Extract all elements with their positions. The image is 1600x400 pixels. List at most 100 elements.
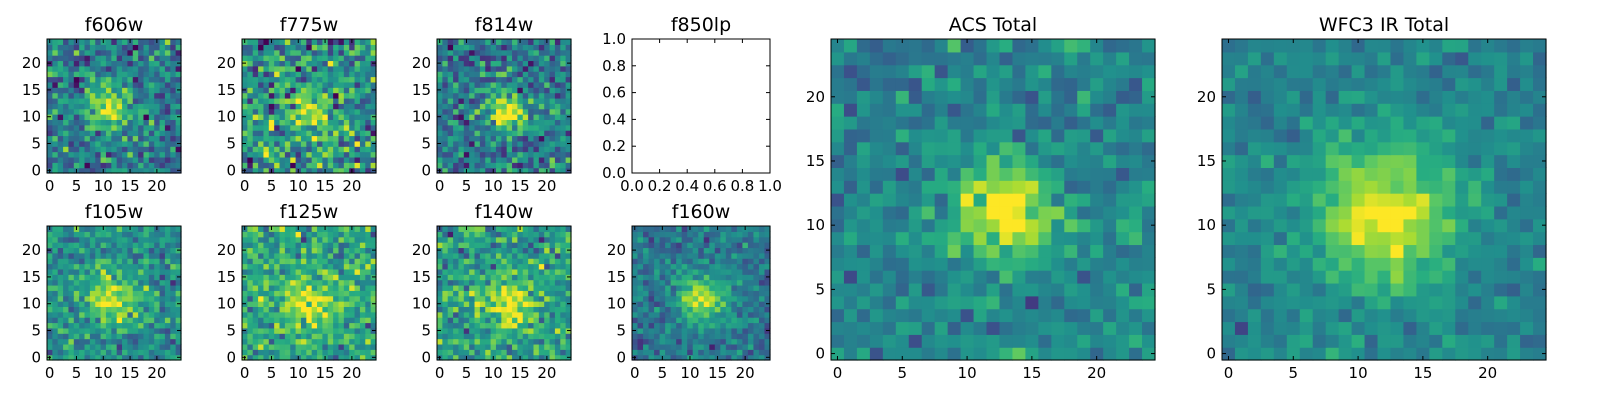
heatmap-cell [175, 236, 182, 243]
heatmap-cell [709, 301, 716, 307]
heatmap-cell [512, 130, 518, 137]
heatmap-cell [365, 343, 372, 350]
heatmap-cell [354, 76, 361, 83]
heatmap-cell [643, 236, 650, 243]
heatmap-cell [148, 135, 155, 142]
heatmap-cell [333, 354, 340, 361]
heatmap-cell [676, 327, 683, 334]
heatmap-cell [637, 231, 644, 238]
heatmap-cell [63, 87, 70, 94]
heatmap-cell [549, 140, 556, 147]
heatmap-cell [338, 295, 345, 302]
heatmap-cell [52, 242, 59, 249]
heatmap-cell [753, 284, 760, 291]
heatmap-cell [495, 284, 502, 291]
heatmap-cell [79, 252, 86, 259]
heatmap-cell [317, 87, 323, 94]
heatmap-cell [560, 327, 567, 334]
heatmap-cell [338, 236, 345, 243]
heatmap-cell [268, 81, 275, 88]
heatmap-cell [447, 44, 454, 51]
heatmap-cell [659, 284, 666, 291]
heatmap-cell [549, 81, 556, 88]
heatmap-cell [736, 333, 743, 340]
heatmap-cell [306, 167, 313, 174]
heatmap-cell [63, 92, 70, 99]
x-tick-label: 15 [121, 177, 140, 195]
heatmap-cell [143, 306, 150, 313]
heatmap-cell [463, 284, 470, 291]
heatmap-cell [538, 39, 545, 45]
heatmap-cell [154, 343, 161, 350]
heatmap-cell [89, 242, 96, 249]
heatmap-cell [681, 274, 688, 281]
heatmap-cell [127, 49, 134, 56]
heatmap-cell [89, 44, 96, 51]
heatmap-cell [295, 60, 302, 67]
heatmap-cell [258, 263, 265, 270]
heatmap-cell [370, 242, 377, 249]
heatmap-cell [306, 108, 313, 115]
heatmap-cell [164, 119, 171, 126]
heatmap-cell [252, 114, 259, 120]
heatmap-cell [869, 321, 884, 335]
heatmap-cell [1051, 180, 1065, 194]
x-tick-label: 0 [45, 364, 55, 382]
heatmap-cell [437, 97, 443, 104]
heatmap-cell [495, 167, 502, 174]
heatmap-cell [247, 247, 254, 254]
heatmap-cell [458, 333, 465, 340]
heatmap-cell [170, 119, 177, 126]
heatmap-cell [164, 156, 171, 163]
heatmap-cell [1038, 205, 1052, 220]
heatmap-cell [973, 347, 988, 361]
heatmap-cell [495, 317, 502, 324]
heatmap-cell [159, 44, 166, 51]
heatmap-cell [437, 71, 443, 78]
heatmap-cell [84, 108, 91, 115]
heatmap-cell [501, 81, 508, 88]
heatmap-cell [52, 295, 59, 302]
heatmap-cell [474, 327, 481, 334]
heatmap-cell [105, 290, 112, 297]
heatmap-cell [1103, 218, 1117, 233]
heatmap-cell [268, 71, 275, 78]
heatmap-cell [725, 226, 732, 232]
x-tick-label: 0.0 [620, 177, 644, 195]
heatmap-cell [148, 71, 155, 78]
heatmap-cell [1012, 321, 1026, 335]
heatmap-cell [665, 263, 672, 270]
heatmap-cell [560, 236, 567, 243]
heatmap-cell [52, 338, 59, 345]
heatmap-cell [116, 76, 123, 83]
heatmap-cell [111, 167, 118, 174]
heatmap-cell [447, 162, 454, 169]
heatmap-cell [447, 71, 454, 78]
heatmap-cell [643, 306, 650, 313]
heatmap-cell [986, 257, 1001, 271]
heatmap-cell [538, 146, 545, 153]
heatmap-cell [495, 92, 502, 99]
heatmap-cell [333, 231, 340, 238]
heatmap-cell [637, 252, 644, 259]
heatmap-cell [116, 290, 123, 297]
heatmap-cell [63, 354, 70, 361]
heatmap-cell [720, 242, 727, 249]
heatmap-cell [122, 87, 128, 94]
heatmap-cell [279, 167, 286, 174]
heatmap-cell [333, 81, 340, 88]
heatmap-cell [175, 258, 182, 265]
heatmap-cell [463, 140, 470, 147]
heatmap-cell [274, 44, 281, 51]
heatmap-cell [479, 65, 486, 72]
heatmap-cell [258, 103, 265, 110]
heatmap-cell [703, 263, 710, 270]
heatmap-cell [370, 81, 377, 88]
heatmap-cell [274, 349, 281, 356]
heatmap-cell [306, 279, 313, 286]
heatmap-cell [731, 295, 738, 302]
heatmap-cell [242, 130, 248, 137]
heatmap-cell [533, 327, 540, 334]
heatmap-cell [528, 338, 535, 345]
heatmap-cell [132, 317, 139, 324]
